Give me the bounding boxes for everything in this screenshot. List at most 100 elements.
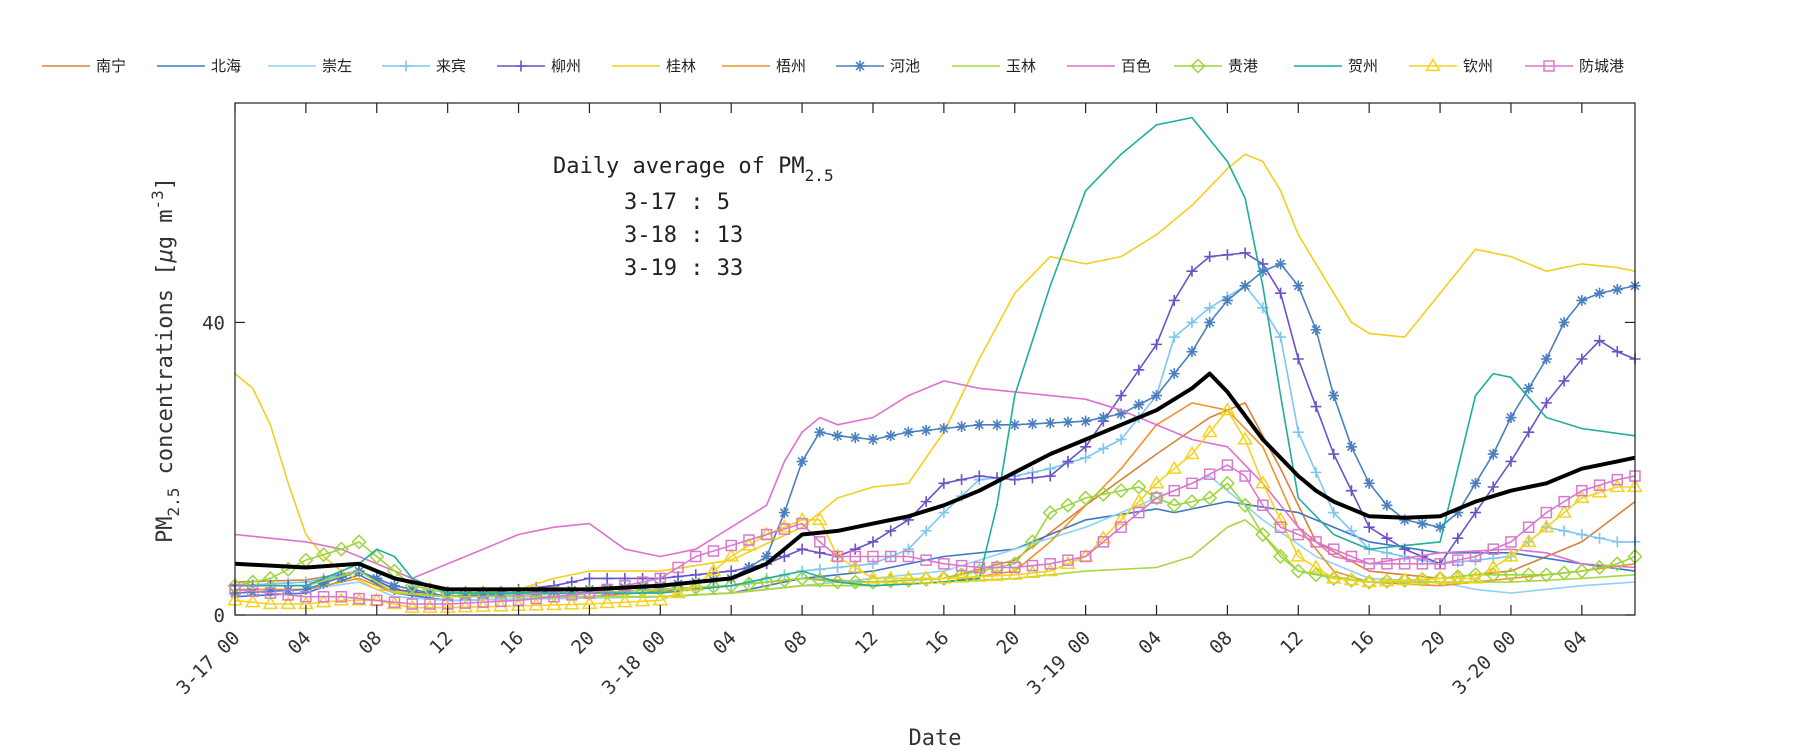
series-3-marker: [1328, 507, 1340, 519]
series-10-marker: [1361, 574, 1377, 590]
series-12-marker: [1308, 559, 1324, 573]
series-13-marker: [1452, 554, 1464, 566]
series-4-marker: [814, 547, 826, 559]
series-12-marker: [1361, 574, 1378, 588]
series-7-marker: [991, 419, 1003, 431]
series-10-marker: [1538, 567, 1554, 583]
legend-label: 玉林: [1006, 57, 1036, 75]
series-13-marker: [814, 536, 826, 548]
x-tick-label: 3-17 00: [172, 627, 244, 699]
legend-label: 梧州: [776, 57, 806, 75]
series-13-marker: [1079, 550, 1092, 563]
series-7-marker: [1080, 415, 1092, 427]
series-12-marker: [1024, 564, 1041, 579]
series-4-marker: [778, 550, 790, 562]
series-4-marker: [1452, 532, 1464, 544]
series-10-marker: [723, 578, 739, 594]
series-13-marker: [938, 558, 950, 570]
series-7-marker: [902, 426, 914, 438]
series-0: [234, 402, 1636, 598]
series-10-marker: [794, 570, 810, 586]
series-3-marker: [1292, 426, 1304, 438]
series-13-marker: [1576, 484, 1588, 497]
legend: 南宁 北海 崇左 来宾 柳州 桂林 梧州 河池 玉林 百色 贵港 贺州 钦州 防城港: [42, 57, 1624, 75]
series-12-marker: [1237, 431, 1253, 445]
series-12-marker: [882, 570, 899, 584]
series-7-marker: [849, 432, 861, 444]
series-7-marker: [1505, 412, 1517, 424]
series-5-line: [234, 153, 1636, 598]
series-10-marker: [1503, 567, 1519, 583]
series-13-marker: [1292, 528, 1305, 541]
series-13-marker: [1487, 543, 1499, 555]
series-13-marker: [1310, 536, 1322, 548]
annotation-line: 3-18 : 13: [624, 223, 743, 248]
series-7-marker: [1434, 521, 1446, 533]
series-7-marker: [530, 586, 542, 598]
series-3-marker: [1115, 433, 1127, 445]
axis-ticks: 3-17 00 04 08 12 16 203-18 00 04 08 12 16 203-19 0…: [172, 103, 1635, 699]
series-7-marker: [424, 587, 436, 599]
series-13-marker: [1505, 536, 1517, 548]
series-10-marker: [1166, 497, 1182, 513]
series-3-marker: [1097, 443, 1109, 455]
series-average: [234, 371, 1636, 592]
series-12-marker: [262, 596, 279, 610]
series-13-marker: [760, 528, 773, 541]
series-13-marker: [282, 589, 294, 601]
series-13-marker: [884, 550, 897, 563]
legend-item: 贺州: [1294, 57, 1378, 75]
series-7-marker: [371, 572, 383, 584]
legend-marker: [854, 60, 866, 72]
series-3-marker: [1310, 466, 1322, 478]
series-13-marker: [1257, 499, 1269, 512]
legend-item: 桂林: [612, 57, 696, 75]
x-tick-label: 16: [922, 627, 954, 659]
series-7-line: [234, 263, 1636, 598]
series-4-marker: [1115, 390, 1127, 402]
series-12-marker: [705, 563, 722, 577]
series-12-marker: [634, 593, 651, 607]
series-10-marker: [1131, 479, 1147, 495]
series-4-marker: [1558, 375, 1570, 387]
series-3-marker: [1576, 529, 1588, 541]
series-12-marker: [1325, 570, 1342, 584]
series-7-marker: [318, 577, 330, 589]
series-12-marker: [1166, 460, 1183, 474]
series-13-marker: [1221, 459, 1234, 471]
series-10-marker: [1237, 497, 1253, 513]
series-10-marker: [1467, 567, 1484, 583]
series-10-marker: [1060, 497, 1076, 513]
legend-item: 防城港: [1525, 57, 1624, 75]
series-7-marker: [1363, 477, 1375, 489]
series-12-marker: [776, 519, 793, 533]
series-7-marker: [885, 430, 897, 442]
series-13-marker: [264, 587, 277, 599]
x-tick-label: 20: [993, 627, 1025, 659]
x-tick-label: 04: [709, 627, 741, 659]
series-10-marker: [1414, 571, 1430, 587]
series-4-marker: [1168, 294, 1180, 306]
series-7-marker: [1133, 399, 1145, 411]
series-12-marker: [1184, 446, 1200, 460]
series-3-marker: [1275, 331, 1287, 343]
series-layer: [227, 116, 1643, 613]
series-7-marker: [1523, 382, 1535, 394]
series-12-marker: [723, 548, 740, 562]
series-13-marker: [1133, 506, 1145, 519]
x-tick-label: 3-18 00: [598, 627, 670, 699]
series-10-marker: [847, 574, 863, 590]
series-4-marker: [1221, 249, 1233, 261]
series-13-marker: [991, 561, 1003, 574]
series-7-marker: [743, 561, 755, 573]
series-12-marker: [1006, 566, 1023, 580]
series-13-marker: [1540, 506, 1553, 519]
series-13-marker: [1044, 558, 1056, 570]
series-12-marker: [847, 559, 864, 573]
x-tick-label: 12: [1276, 627, 1308, 659]
series-4-marker: [1009, 474, 1021, 486]
series-7-marker: [1168, 368, 1180, 380]
series-7-marker: [495, 588, 507, 600]
series-7-marker: [1292, 280, 1304, 292]
legend-item: 南宁: [42, 57, 126, 75]
